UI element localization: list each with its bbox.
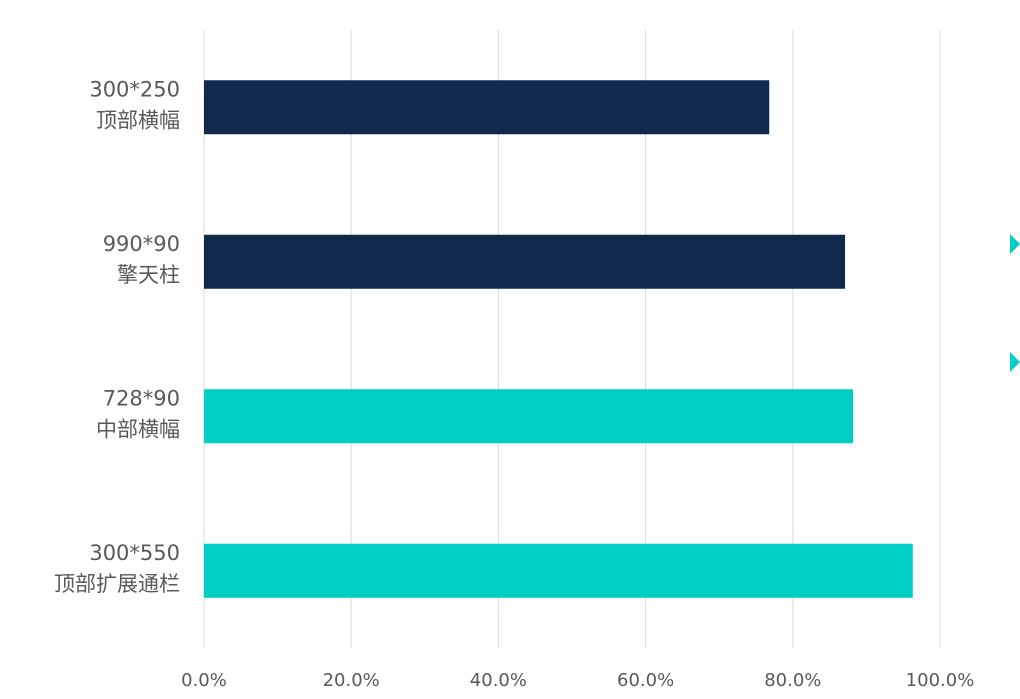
category-name-label: 擎天柱 bbox=[117, 263, 180, 287]
x-tick-label: 60.0% bbox=[617, 670, 674, 691]
category-code-label: 300*550 bbox=[89, 541, 180, 565]
category-name-label: 中部横幅 bbox=[96, 417, 180, 441]
bar bbox=[204, 543, 913, 598]
category-code-label: 300*250 bbox=[89, 77, 180, 101]
x-tick-label: 40.0% bbox=[470, 670, 527, 691]
category-name-label: 顶部扩展通栏 bbox=[54, 572, 180, 596]
category-name-label: 顶部横幅 bbox=[96, 108, 180, 132]
category-labels: 300*250 顶部横幅 990*90 擎天柱 728*90 中部横幅 300*550 顶部扩… bbox=[54, 77, 180, 596]
bar bbox=[204, 234, 846, 289]
bars bbox=[204, 80, 913, 598]
bar bbox=[204, 389, 854, 444]
category-code-label: 990*90 bbox=[103, 232, 180, 256]
x-tick-label: 20.0% bbox=[323, 670, 380, 691]
x-tick-label: 100.0% bbox=[906, 670, 975, 691]
category-code-label: 728*90 bbox=[103, 386, 180, 410]
bar bbox=[204, 80, 770, 135]
legend-marker-icon bbox=[1010, 352, 1020, 372]
x-tick-label: 80.0% bbox=[764, 670, 821, 691]
legend-marker-icon bbox=[1010, 234, 1020, 254]
x-tick-label: 0.0% bbox=[181, 670, 227, 691]
x-tick-labels: 0.0% 20.0% 40.0% 60.0% 80.0% 100.0% bbox=[181, 670, 974, 691]
